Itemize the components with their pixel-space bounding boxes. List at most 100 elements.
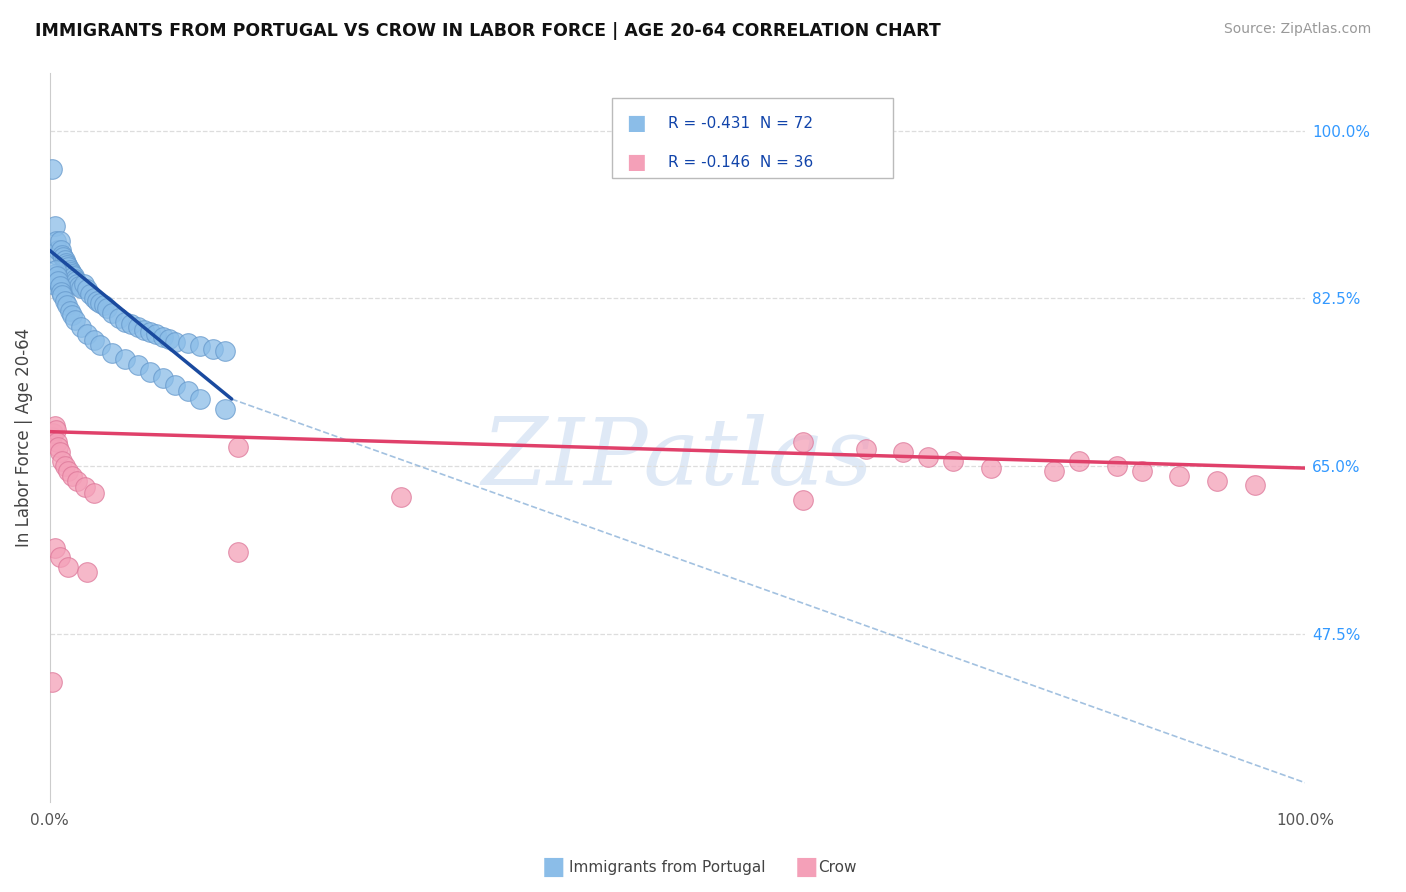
Point <box>76 565 98 579</box>
Point <box>76 326 98 341</box>
Point <box>48 440 70 454</box>
Point <box>89 296 111 310</box>
Point <box>56 258 79 272</box>
Text: ■: ■ <box>794 855 818 879</box>
Point <box>139 365 162 379</box>
Point <box>44 219 66 234</box>
Point <box>152 371 174 385</box>
Point <box>165 377 187 392</box>
Point <box>58 464 80 478</box>
Point <box>51 288 73 302</box>
Text: ZIPatlas: ZIPatlas <box>481 414 873 504</box>
Point <box>45 262 67 277</box>
Point <box>70 281 93 295</box>
Point <box>114 315 136 329</box>
Point <box>59 262 82 277</box>
Point <box>53 459 76 474</box>
Point <box>41 675 63 690</box>
Point <box>114 351 136 366</box>
Point <box>1043 464 1066 478</box>
Point <box>72 277 94 291</box>
Point <box>132 323 155 337</box>
Point <box>60 268 83 282</box>
Point <box>60 468 83 483</box>
Point <box>177 384 200 399</box>
Point <box>63 313 86 327</box>
Point <box>188 339 211 353</box>
Point <box>42 272 65 286</box>
Point <box>76 282 98 296</box>
Point <box>139 325 162 339</box>
Point <box>855 442 877 456</box>
Point <box>63 272 86 286</box>
Point <box>70 320 93 334</box>
Point <box>177 336 200 351</box>
Point <box>917 450 939 464</box>
Point <box>107 310 129 325</box>
Point <box>83 291 105 305</box>
Point <box>96 301 118 315</box>
Point <box>58 260 80 274</box>
Point <box>56 298 79 312</box>
Y-axis label: In Labor Force | Age 20-64: In Labor Force | Age 20-64 <box>15 328 32 547</box>
Point <box>89 338 111 352</box>
Point <box>188 392 211 406</box>
Point <box>165 334 187 349</box>
Point <box>157 332 180 346</box>
Point <box>62 269 84 284</box>
Point <box>60 265 83 279</box>
Point <box>66 474 89 488</box>
Point <box>59 303 82 318</box>
Point <box>45 423 67 437</box>
Point <box>53 294 76 309</box>
Point <box>891 444 914 458</box>
Point <box>46 248 69 262</box>
Point <box>942 454 965 468</box>
Point <box>79 286 101 301</box>
Point <box>152 329 174 343</box>
Point <box>49 285 72 299</box>
Point <box>42 425 65 440</box>
Point <box>48 244 70 258</box>
Point <box>792 435 814 450</box>
Point <box>66 277 89 291</box>
Point <box>83 486 105 500</box>
Point <box>792 492 814 507</box>
Point <box>51 248 73 262</box>
Point <box>86 294 108 309</box>
Point <box>1067 454 1090 468</box>
Point <box>1168 468 1191 483</box>
Point <box>1206 474 1229 488</box>
Point <box>48 234 70 248</box>
Point <box>46 435 69 450</box>
Point <box>41 277 63 291</box>
Point <box>1243 478 1265 492</box>
Point <box>980 461 1002 475</box>
Point <box>60 308 83 322</box>
Text: R = -0.146  N = 36: R = -0.146 N = 36 <box>668 155 813 169</box>
Point <box>44 541 66 555</box>
Point <box>67 278 90 293</box>
Point <box>52 250 75 264</box>
Point <box>120 317 142 331</box>
Point <box>101 346 124 360</box>
Point <box>73 480 96 494</box>
Point <box>58 560 80 574</box>
Point <box>45 234 67 248</box>
Point <box>44 418 66 433</box>
Text: Source: ZipAtlas.com: Source: ZipAtlas.com <box>1223 22 1371 37</box>
Point <box>214 401 236 416</box>
Point <box>46 269 69 284</box>
Point <box>51 454 73 468</box>
Point <box>226 440 249 454</box>
Point <box>83 333 105 347</box>
Point <box>145 326 167 341</box>
Point <box>93 298 115 312</box>
Text: Immigrants from Portugal: Immigrants from Portugal <box>569 860 766 874</box>
Point <box>41 430 63 444</box>
Point <box>48 274 70 288</box>
Text: ■: ■ <box>541 855 565 879</box>
Point <box>48 444 70 458</box>
Point <box>101 306 124 320</box>
Point <box>1105 459 1128 474</box>
